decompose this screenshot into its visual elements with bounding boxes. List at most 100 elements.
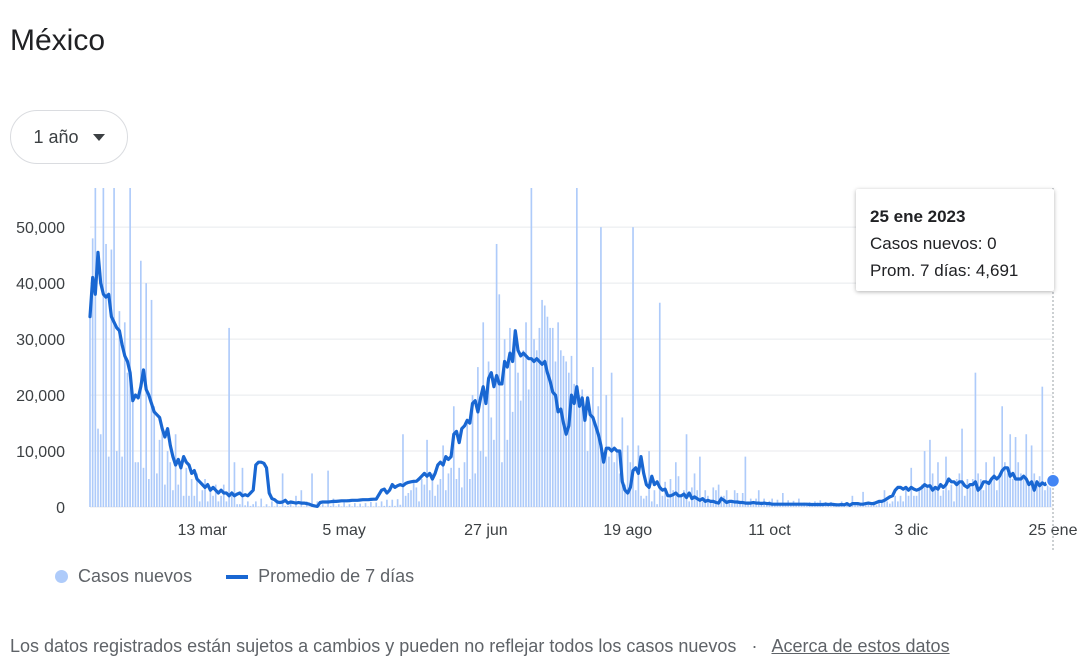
case-bar (337, 504, 340, 507)
case-bar (514, 344, 517, 507)
case-bar (375, 502, 378, 507)
case-bar (589, 411, 592, 507)
case-bar (276, 500, 279, 507)
case-bar (1012, 479, 1014, 507)
case-bar (356, 506, 359, 507)
case-bar (321, 504, 324, 507)
case-bar (616, 451, 618, 507)
case-bar (592, 367, 594, 507)
case-bar (517, 372, 519, 507)
case-bar (958, 473, 961, 507)
case-bar (511, 411, 514, 507)
y-tick-label: 0 (56, 500, 65, 517)
legend-average-label: Promedio de 7 días (258, 566, 415, 586)
case-bar (947, 490, 950, 507)
y-tick-label: 10,000 (16, 444, 65, 461)
case-bar (642, 498, 645, 507)
case-bar (1004, 462, 1006, 507)
case-bar (950, 484, 953, 507)
y-tick-label: 30,000 (16, 332, 65, 349)
case-bar (292, 506, 295, 507)
x-axis-labels: 13 mar 5 may 27 jun 19 ago 11 oct 3 dic 25 ene (177, 522, 1077, 539)
case-bar (353, 503, 356, 507)
case-bar (693, 473, 696, 507)
case-bar (1044, 490, 1046, 507)
case-bar (359, 503, 362, 507)
case-bar (169, 462, 172, 507)
case-bar (402, 434, 404, 507)
case-bar (683, 490, 685, 507)
cases-chart[interactable]: 0 10,000 20,000 30,000 40,000 50,000 13 mar 5 … (0, 180, 1090, 560)
case-bar (640, 495, 642, 507)
legend-cases-swatch (55, 570, 68, 583)
case-bar (699, 456, 701, 507)
case-bar (466, 423, 469, 507)
case-bar (1030, 445, 1033, 507)
case-bar (704, 490, 707, 507)
case-bar (180, 462, 182, 507)
case-bar (327, 470, 329, 507)
chart-tooltip: 25 ene 2023 Casos nuevos: 0 Prom. 7 días… (856, 189, 1054, 291)
case-bar (557, 322, 559, 507)
case-bar (129, 188, 131, 507)
range-selector-button[interactable]: 1 año (10, 110, 128, 164)
case-bar (442, 445, 444, 507)
case-bar (650, 501, 653, 507)
case-bar (204, 479, 206, 507)
case-bar (551, 327, 554, 507)
case-bar (233, 462, 236, 507)
case-bar (212, 495, 214, 507)
x-tick-label: 25 ene (1029, 522, 1078, 539)
case-bar (1041, 386, 1044, 507)
case-bar (669, 479, 672, 507)
case-bar (594, 423, 597, 507)
case-bar (123, 322, 126, 507)
case-bar (584, 417, 586, 507)
case-bar (490, 417, 493, 507)
case-bar (348, 504, 351, 507)
case-bar (345, 506, 348, 507)
case-bar (498, 294, 501, 507)
case-bar (546, 316, 549, 507)
case-bar (1049, 479, 1052, 507)
case-bar (736, 493, 739, 507)
case-bar (201, 490, 204, 507)
case-bar (672, 490, 674, 507)
case-bar (255, 501, 257, 507)
case-bar (562, 355, 565, 507)
tooltip-average: Prom. 7 días: 4,691 (870, 261, 1019, 280)
case-bar (1022, 479, 1025, 507)
case-bar (142, 467, 145, 507)
case-bar (867, 503, 870, 507)
case-bar (94, 188, 97, 507)
case-bar (602, 462, 605, 507)
case-bar (447, 473, 450, 507)
case-bar (394, 505, 396, 507)
case-bar (661, 495, 664, 507)
case-bar (158, 439, 161, 507)
legend-cases-label: Casos nuevos (78, 566, 193, 586)
case-bar (656, 504, 658, 507)
case-bar (209, 490, 212, 507)
case-bar (608, 456, 610, 507)
average-line (88, 250, 1055, 508)
case-bar (99, 434, 102, 507)
case-bar (918, 490, 921, 507)
case-bar (888, 503, 891, 507)
case-bar (902, 501, 905, 507)
case-bar (966, 479, 969, 507)
case-bar (645, 495, 648, 507)
case-bar (527, 389, 530, 507)
x-tick-label: 27 jun (464, 522, 508, 539)
case-bar (648, 451, 650, 507)
case-bar (110, 249, 113, 507)
case-bar (811, 505, 814, 507)
footer-separator: · (751, 636, 758, 656)
case-bar (506, 439, 509, 507)
case-bar (739, 501, 741, 507)
case-bar (806, 505, 808, 507)
tooltip-date: 25 ene 2023 (870, 207, 966, 226)
case-bar (752, 501, 755, 507)
case-bar (340, 506, 343, 507)
about-data-link[interactable]: Acerca de estos datos (771, 636, 950, 656)
